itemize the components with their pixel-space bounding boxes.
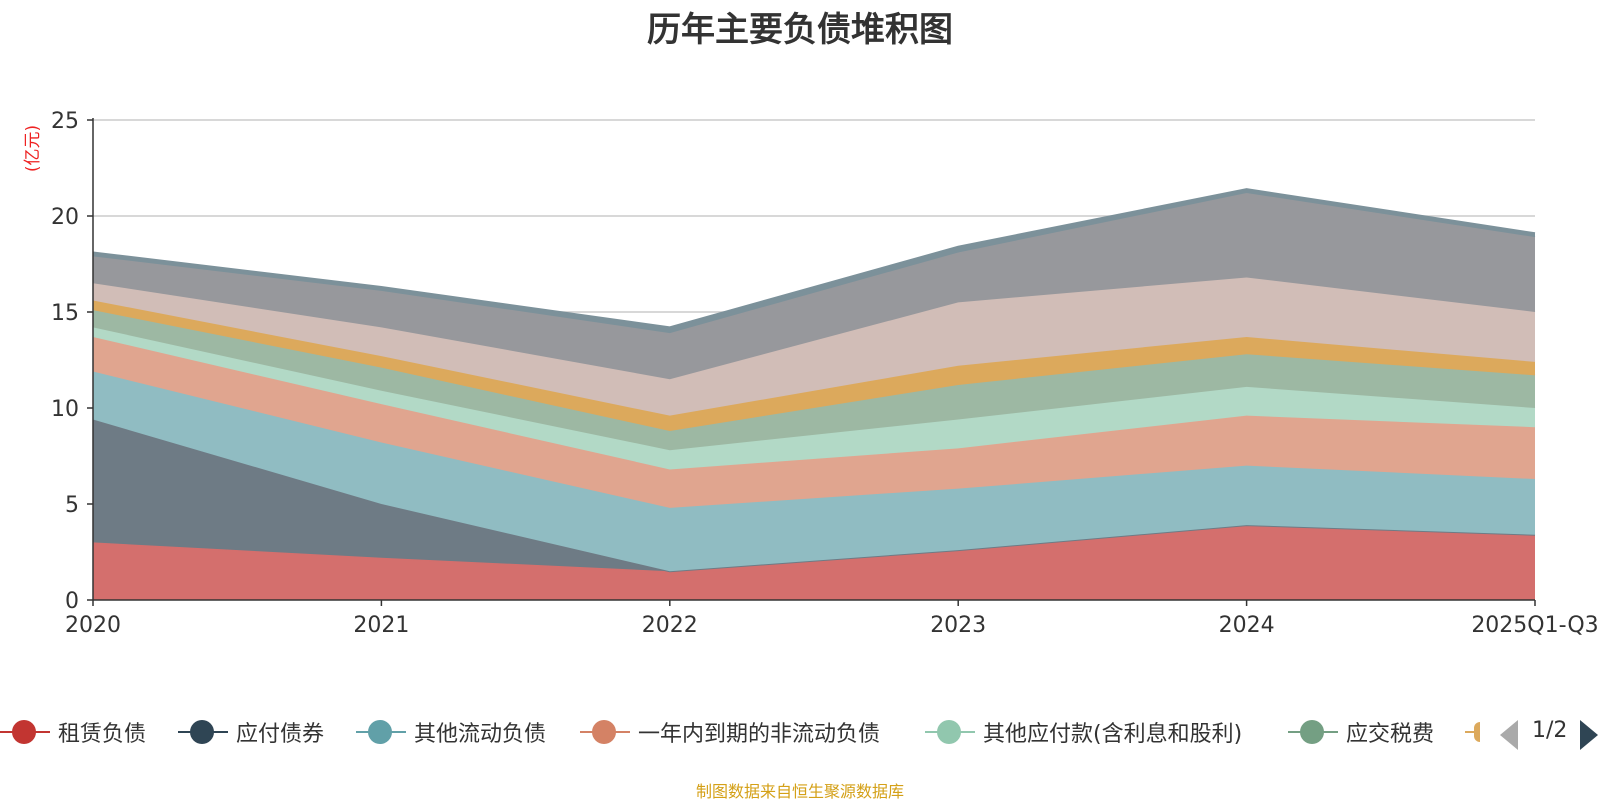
area-series-9[interactable] [93, 192, 1535, 380]
legend-label: 租赁负债 [58, 722, 147, 747]
legend-label: 其他应付款(含利息和股利) [983, 722, 1243, 747]
legend-item[interactable]: 应付债券 [178, 712, 324, 752]
area-series-3[interactable] [93, 371, 1535, 572]
legend: 租赁负债 应付债券 其他流动负债 一年内到期的非流动负债 其他应付款(含利息和股利) 应交… [0, 712, 1600, 752]
y-tick-label: 5 [65, 493, 79, 518]
legend-marker-icon [925, 712, 975, 752]
legend-label: 其他流动负债 [414, 722, 547, 747]
y-tick-label: 15 [51, 301, 79, 326]
x-tick-label: 2023 [930, 613, 986, 638]
legend-marker-icon [1288, 712, 1338, 752]
legend-label: 一年内到期的非流动负债 [638, 722, 881, 747]
legend-page-indicator: 1/2 [1532, 718, 1568, 743]
y-tick-label: 20 [51, 205, 79, 230]
series-line-10 [92, 188, 1536, 329]
area-series-6[interactable] [93, 310, 1535, 451]
x-tick-label: 2025Q1-Q3 [1471, 613, 1598, 638]
data-source-note: 制图数据来自恒生聚源数据库 [695, 782, 904, 801]
legend-item[interactable]: 租赁负债 [0, 712, 146, 752]
legend-marker-icon [580, 712, 630, 752]
y-tick-label: 10 [51, 397, 79, 422]
area-series-2[interactable] [93, 419, 1535, 572]
legend-item[interactable]: 一年内到期的非流动负债 [580, 712, 880, 752]
legend-item[interactable]: 其他流动负债 [356, 712, 546, 752]
legend-item[interactable]: 其他应付款(含利息和股利) [925, 712, 1242, 752]
legend-marker-icon [0, 712, 50, 752]
legend-marker-icon [178, 712, 228, 752]
area-series-8[interactable] [93, 277, 1535, 416]
x-tick-label: 2022 [642, 613, 698, 638]
legend-overflow-marker-icon [1465, 731, 1477, 733]
legend-marker-icon [356, 712, 406, 752]
area-series-1[interactable] [93, 525, 1535, 600]
legend-item[interactable]: 应交税费 [1288, 712, 1434, 752]
legend-label: 应交税费 [1346, 722, 1435, 747]
y-tick-label: 0 [65, 589, 79, 614]
legend-next-page-icon[interactable] [1580, 720, 1598, 750]
area-series-5[interactable] [93, 327, 1535, 470]
x-tick-label: 2020 [65, 613, 121, 638]
area-series-7[interactable] [93, 300, 1535, 432]
x-tick-label: 2024 [1219, 613, 1275, 638]
legend-pager: 1/2 [1500, 712, 1600, 752]
legend-label: 应付债券 [236, 722, 325, 747]
legend-overflow-dot-icon [1474, 722, 1480, 742]
legend-prev-page-icon[interactable] [1500, 720, 1518, 750]
chart-title: 历年主要负债堆积图 [647, 10, 953, 50]
area-series-4[interactable] [93, 336, 1535, 508]
x-tick-label: 2021 [353, 613, 409, 638]
y-tick-label: 25 [51, 109, 79, 134]
